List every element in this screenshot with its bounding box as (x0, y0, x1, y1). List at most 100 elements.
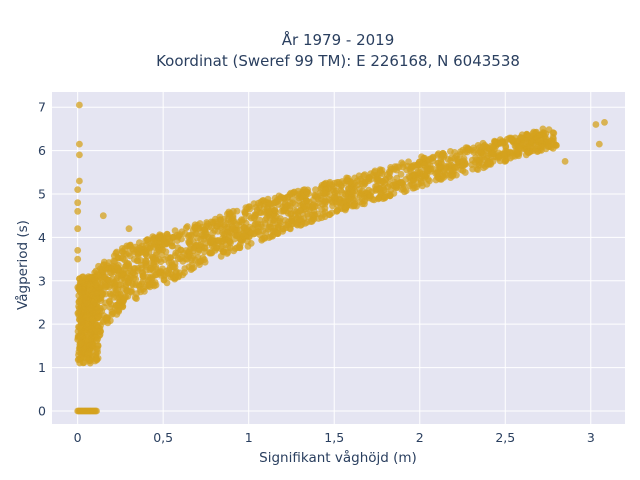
data-point (319, 189, 327, 197)
data-point (86, 281, 94, 288)
data-point (406, 182, 414, 190)
data-point (142, 257, 150, 265)
data-point (484, 160, 492, 167)
data-point (595, 140, 603, 148)
data-point (93, 322, 101, 330)
data-point (440, 174, 448, 181)
data-point (130, 275, 138, 282)
x-axis-title: Signifikant våghöjd (m) (259, 449, 417, 466)
data-point (164, 233, 172, 241)
y-tick-label: 4 (38, 230, 46, 245)
data-point (145, 281, 153, 288)
data-point (247, 229, 255, 237)
data-point (112, 286, 120, 294)
x-tick-label: 1,5 (324, 430, 344, 445)
data-point (107, 292, 115, 299)
data-point (296, 207, 304, 215)
data-point (258, 236, 266, 244)
data-point (459, 167, 467, 175)
data-point (88, 286, 96, 293)
data-point (92, 267, 100, 275)
data-point (171, 252, 179, 259)
data-point (80, 294, 88, 301)
data-point (119, 285, 127, 292)
data-point (382, 176, 389, 183)
data-point (172, 273, 180, 281)
data-point (139, 278, 147, 285)
data-point (148, 259, 155, 267)
data-point (87, 304, 95, 312)
data-point (100, 303, 108, 311)
data-point (427, 165, 435, 173)
data-point (250, 215, 258, 222)
data-point (138, 242, 146, 250)
data-point (313, 193, 321, 201)
data-point (398, 159, 406, 167)
data-point (522, 151, 530, 159)
data-point (215, 237, 223, 245)
data-point (457, 148, 464, 156)
data-point (501, 158, 509, 165)
data-point (266, 208, 273, 215)
data-point (244, 237, 251, 245)
data-point (220, 231, 228, 238)
data-point (94, 342, 102, 350)
data-point (489, 150, 497, 158)
data-point (337, 187, 345, 194)
y-tick-label: 1 (38, 360, 46, 375)
chart-subtitle: Koordinat (Sweref 99 TM): E 226168, N 60… (156, 52, 520, 70)
data-point (303, 188, 311, 196)
data-point (342, 204, 350, 212)
data-point (286, 205, 294, 213)
data-point (110, 257, 117, 265)
x-tick-label: 0,5 (153, 430, 173, 445)
data-point (152, 281, 160, 289)
data-point (74, 356, 82, 364)
data-point (91, 357, 99, 365)
data-point (386, 168, 393, 176)
data-point (242, 204, 250, 212)
data-point (522, 137, 529, 145)
data-point (89, 291, 97, 299)
data-point (321, 204, 329, 212)
data-point (359, 187, 366, 195)
chart-title: År 1979 - 2019 (282, 30, 395, 49)
data-point (223, 225, 231, 233)
y-tick-label: 5 (38, 186, 46, 201)
data-point (74, 186, 82, 194)
data-point (133, 295, 140, 302)
data-point (116, 298, 123, 306)
data-point (380, 186, 388, 194)
data-point (125, 225, 133, 233)
data-point (75, 305, 83, 312)
data-point (137, 248, 145, 256)
data-point (281, 200, 289, 208)
data-point (495, 154, 502, 162)
data-point (88, 341, 96, 349)
data-point (79, 273, 87, 281)
data-point (139, 269, 146, 277)
data-point (267, 233, 274, 241)
data-point (274, 229, 281, 237)
data-point (103, 314, 111, 321)
data-point (439, 168, 447, 176)
data-point (74, 225, 82, 233)
data-point (253, 206, 261, 214)
data-point (238, 216, 246, 224)
data-point (351, 195, 359, 203)
data-point (149, 237, 157, 245)
data-point (186, 241, 194, 249)
data-point (291, 207, 299, 215)
data-point (267, 223, 274, 231)
data-point (187, 266, 195, 273)
data-point (244, 242, 252, 250)
data-point (331, 193, 339, 201)
data-point (168, 242, 176, 250)
data-point (177, 246, 185, 254)
y-tick-label: 2 (38, 317, 46, 332)
data-point (114, 264, 122, 272)
data-point (78, 339, 85, 346)
data-point (336, 199, 344, 207)
data-point (219, 248, 227, 255)
data-point (525, 133, 533, 140)
